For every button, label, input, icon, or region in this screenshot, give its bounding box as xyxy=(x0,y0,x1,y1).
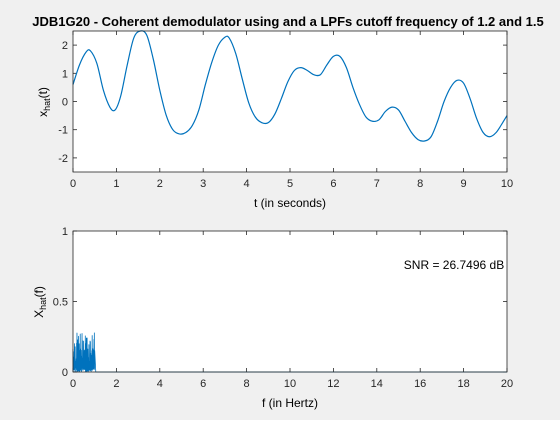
x-tick-label: 2 xyxy=(157,178,163,190)
x-tick-label: 5 xyxy=(287,178,293,190)
y-axis-label-subscript: hat xyxy=(42,98,52,111)
y-axis-label-base: x xyxy=(36,111,50,117)
y-axis-label-tail: (t) xyxy=(36,87,50,98)
y-axis-label-frequency: Xhat(f) xyxy=(32,286,48,318)
x-axis-label-time: t (in seconds) xyxy=(254,196,326,210)
x-tick-label: 10 xyxy=(284,378,296,390)
y-axis-label-base: X xyxy=(32,310,46,318)
axes-box-time xyxy=(72,30,508,173)
x-tick-label: 8 xyxy=(417,178,423,190)
y-tick-label: 1 xyxy=(62,226,68,238)
plot-time-domain: JDB1G20 - Coherent demodulator using and… xyxy=(32,14,543,210)
x-tick-label: 7 xyxy=(374,178,380,190)
x-tick-label: 9 xyxy=(461,178,467,190)
x-tick-label: 16 xyxy=(414,378,426,390)
series-line-spectrum xyxy=(72,332,507,373)
y-axis-label-subscript: hat xyxy=(38,297,48,310)
x-tick-label: 0 xyxy=(70,178,76,190)
x-tick-label: 4 xyxy=(244,178,250,190)
plot-area-frequency xyxy=(73,231,507,372)
x-tick-label: 0 xyxy=(70,378,76,390)
y-axis-label-tail: (f) xyxy=(32,286,46,297)
axis-ticks-time: 0 1 2 3 4 5 6 7 8 9 10 -2 -1 0 1 2 xyxy=(58,31,513,190)
y-tick-label: 0 xyxy=(62,367,68,379)
x-tick-label: 14 xyxy=(371,378,383,390)
x-tick-label: 2 xyxy=(113,378,119,390)
y-tick-label: 2 xyxy=(62,40,68,52)
x-tick-label: 8 xyxy=(244,378,250,390)
y-tick-label: -1 xyxy=(58,125,68,137)
y-tick-label: 1 xyxy=(62,68,68,80)
x-tick-label: 6 xyxy=(330,178,336,190)
snr-annotation: SNR = 26.7496 dB xyxy=(404,258,504,272)
y-tick-label: -2 xyxy=(58,153,68,165)
x-axis-label-frequency: f (in Hertz) xyxy=(262,396,318,410)
plot-title: JDB1G20 - Coherent demodulator using and… xyxy=(32,14,543,29)
axes-box-frequency xyxy=(72,230,508,373)
x-tick-label: 1 xyxy=(113,178,119,190)
y-axis-label-time: xhat(t) xyxy=(36,87,52,117)
y-tick-label: 0 xyxy=(62,97,68,109)
x-tick-label: 10 xyxy=(501,178,513,190)
x-tick-label: 4 xyxy=(157,378,163,390)
axis-ticks-frequency: 0 2 4 6 8 10 12 14 16 18 20 0 0.5 1 xyxy=(53,226,513,390)
x-tick-label: 6 xyxy=(200,378,206,390)
x-tick-label: 3 xyxy=(200,178,206,190)
x-tick-label: 20 xyxy=(501,378,513,390)
x-tick-label: 12 xyxy=(327,378,339,390)
x-tick-label: 18 xyxy=(457,378,469,390)
plot-area-time xyxy=(73,31,507,172)
y-tick-label: 0.5 xyxy=(53,297,68,309)
